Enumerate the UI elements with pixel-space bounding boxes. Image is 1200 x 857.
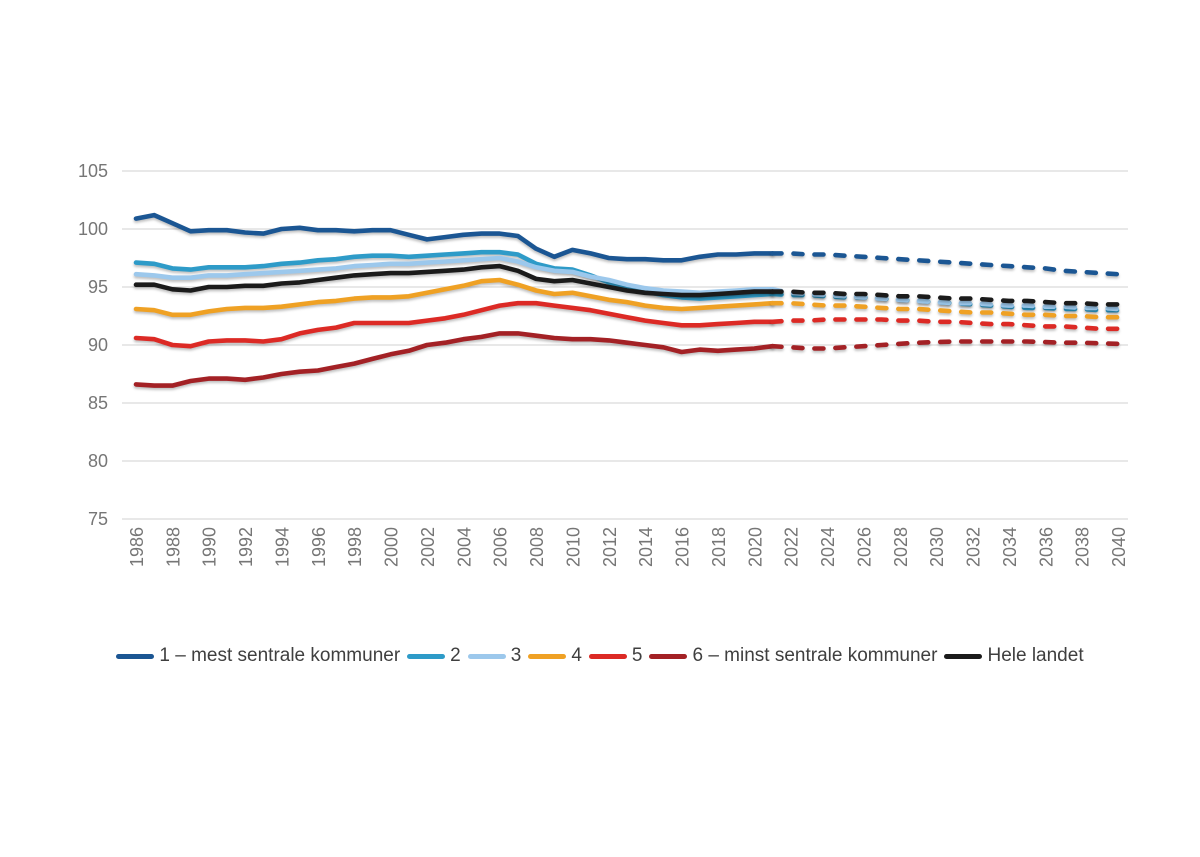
series-line-7-solid	[133, 263, 775, 298]
legend-label: 3	[510, 645, 522, 666]
y-axis-tick-label: 75	[88, 509, 108, 529]
y-axis-tick-label: 85	[88, 393, 108, 413]
x-axis-tick-label: 1994	[272, 527, 292, 567]
x-axis-tick-label: 1988	[163, 527, 183, 567]
legend-item-7: Hele landet	[944, 645, 1084, 667]
series-line-4-solid	[133, 277, 775, 318]
y-axis-tick-label: 80	[88, 451, 108, 471]
legend-item-2: 2	[407, 645, 461, 667]
series-line-6-solid	[133, 331, 775, 388]
x-axis-tick-label: 1990	[200, 527, 220, 567]
legend-line-marker	[407, 653, 446, 659]
legend-line-marker	[649, 653, 688, 659]
y-axis-tick-label: 95	[88, 277, 108, 297]
x-axis-tick-label: 2006	[491, 527, 511, 567]
series-line-1-solid	[133, 212, 775, 263]
series-line-5-projection	[770, 317, 1121, 332]
x-axis-tick-label: 2026	[854, 527, 874, 567]
x-axis-tick-label: 2010	[563, 527, 583, 567]
legend-label: 2	[450, 645, 461, 666]
chart-legend: 1 – mest sentrale kommuner 2 3 4 5 6 – minst …	[0, 645, 1200, 667]
legend-line-marker	[944, 653, 983, 659]
x-axis-tick-label: 2024	[818, 527, 838, 567]
x-axis-tick-label: 2000	[382, 527, 402, 567]
x-axis-tick-label: 2036	[1036, 527, 1056, 567]
x-axis-tick-label: 2030	[927, 527, 947, 567]
x-axis-tick-label: 1986	[127, 527, 147, 567]
x-axis-tick-label: 1992	[236, 527, 256, 567]
y-axis-tick-label: 100	[78, 219, 108, 239]
series-line-3-projection	[770, 286, 1121, 312]
series-line-5-solid	[133, 300, 775, 349]
x-axis-tick-label: 2018	[709, 527, 729, 567]
x-axis-tick-label: 2004	[454, 527, 474, 567]
legend-label: 5	[631, 645, 643, 666]
y-axis-tick-label: 90	[88, 335, 108, 355]
x-axis-tick-label: 2032	[964, 527, 984, 567]
legend-line-marker	[528, 653, 567, 659]
x-axis-tick-label: 2038	[1073, 527, 1093, 567]
x-axis-tick-label: 2016	[673, 527, 693, 567]
x-axis-tick-label: 2002	[418, 527, 438, 567]
series-line-3-solid	[133, 255, 775, 296]
legend-label: 1 – mest sentrale kommuner	[159, 645, 401, 666]
legend-item-6: 6 – minst sentrale kommuner	[649, 645, 937, 667]
x-axis-tick-label: 2040	[1109, 527, 1129, 567]
x-axis-tick-label: 2034	[1000, 527, 1020, 567]
x-axis-tick-label: 1998	[345, 527, 365, 567]
legend-item-4: 4	[528, 645, 582, 667]
x-axis-tick-label: 2020	[745, 527, 765, 567]
legend-line-marker	[588, 653, 627, 659]
series-line-1-projection	[770, 251, 1121, 277]
x-axis-tick-label: 2022	[782, 527, 802, 567]
legend-label: 6 – minst sentrale kommuner	[692, 645, 938, 666]
series-line-6-projection	[770, 339, 1121, 351]
x-axis-tick-label: 2014	[636, 527, 656, 567]
x-axis-tick-label: 2012	[600, 527, 620, 567]
legend-line-marker	[467, 653, 506, 659]
y-axis-tick-label: 105	[78, 161, 108, 181]
x-axis-tick-label: 2028	[891, 527, 911, 567]
legend-item-1: 1 – mest sentrale kommuner	[116, 645, 400, 667]
x-axis-tick-label: 1996	[309, 527, 329, 567]
legend-label: 4	[571, 645, 582, 666]
x-axis-tick-label: 2008	[527, 527, 547, 567]
legend-item-3: 3	[467, 645, 522, 667]
legend-line-marker	[116, 653, 155, 659]
series-line-4-projection	[770, 300, 1121, 320]
legend-item-5: 5	[588, 645, 643, 667]
legend-label: Hele landet	[987, 645, 1084, 666]
series-line-7-projection	[770, 289, 1121, 307]
